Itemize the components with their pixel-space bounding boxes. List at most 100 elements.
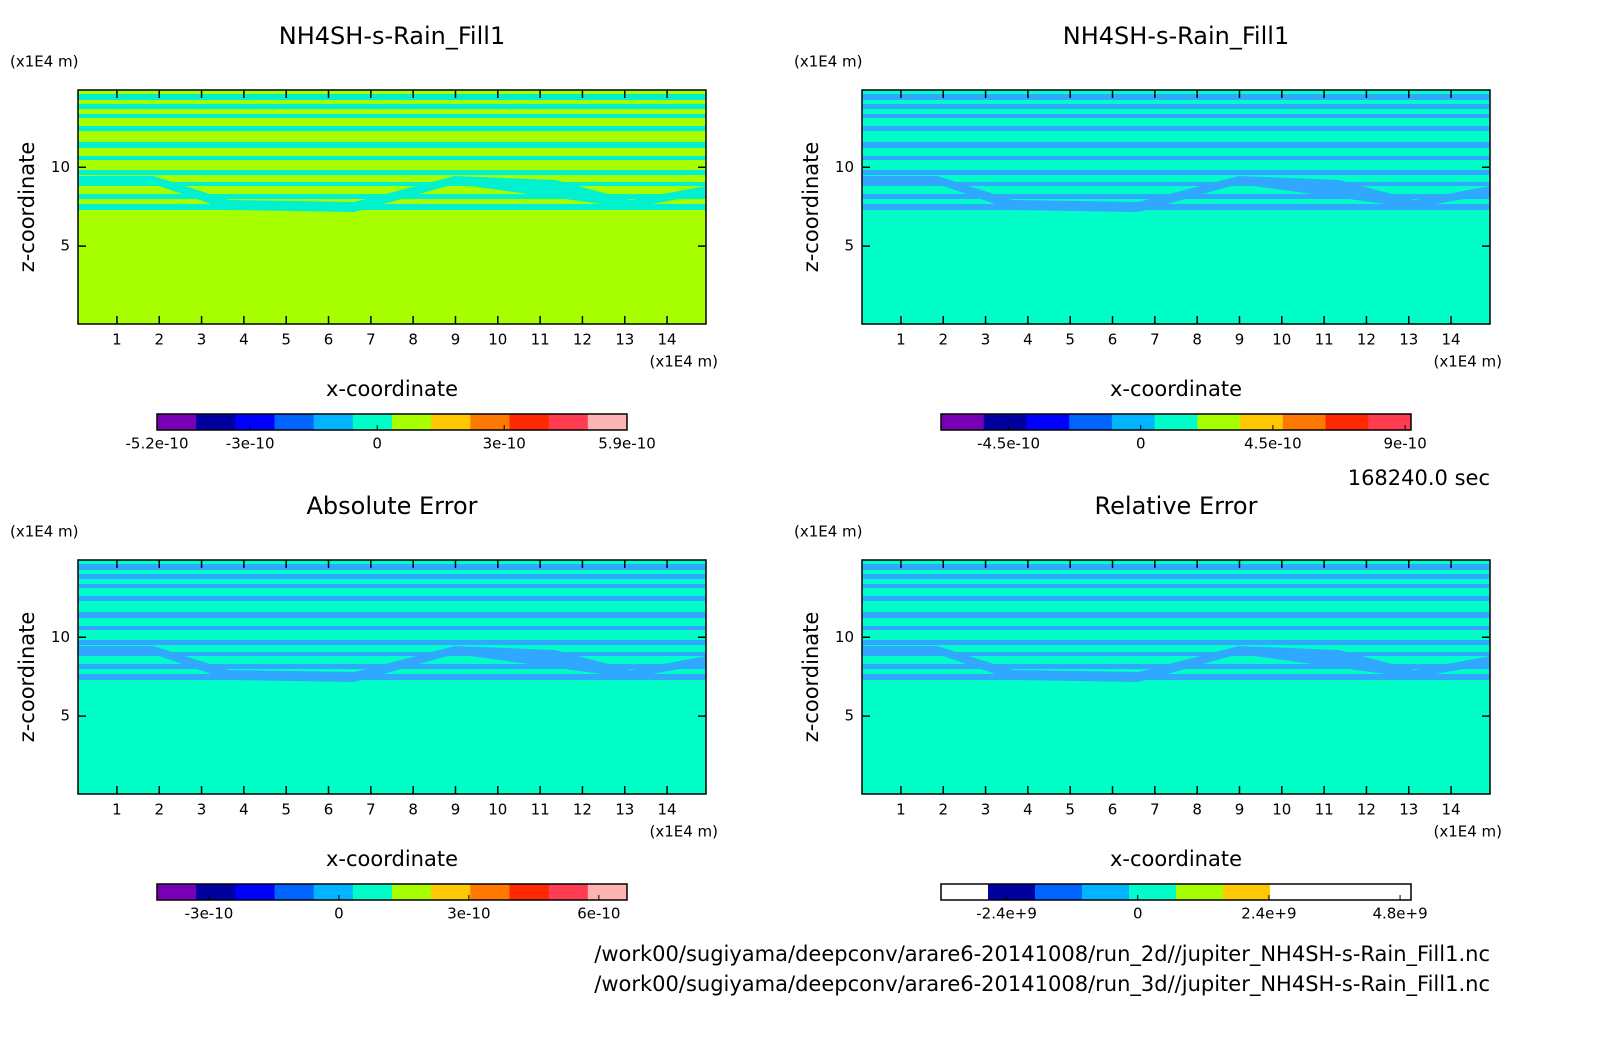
y-axis-label: z-coordinate xyxy=(799,612,823,743)
x-tick-label: 3 xyxy=(981,801,991,819)
colorbar-segment xyxy=(235,414,275,430)
file-path: /work00/sugiyama/deepconv/arare6-2014100… xyxy=(594,972,1490,997)
x-tick-label: 13 xyxy=(1399,801,1418,819)
contour-band xyxy=(862,584,1490,588)
colorbar-segment xyxy=(196,414,236,430)
panel-title: Relative Error xyxy=(1095,492,1258,520)
colorbar-segment xyxy=(470,414,510,430)
colorbar-segment xyxy=(274,414,315,430)
x-tick-label: 2 xyxy=(154,801,164,819)
panel: Absolute Error(x1E4 m)1 2 3 4 5 6 7 8 9 10 11 12 13 1… xyxy=(10,492,718,923)
colorbar-segment xyxy=(548,414,589,430)
contour-band xyxy=(862,674,1490,680)
colorbar-segment xyxy=(1111,414,1156,430)
contour-band xyxy=(78,574,706,579)
contour-band xyxy=(862,142,1490,148)
x-tick-label: 7 xyxy=(366,331,376,349)
y-unit: (x1E4 m) xyxy=(10,53,79,71)
x-tick-label: 11 xyxy=(1315,331,1334,349)
x-tick-label: 5 xyxy=(281,331,291,349)
colorbar-tick-label: 6e-10 xyxy=(577,905,620,923)
x-tick-label: 12 xyxy=(573,801,592,819)
x-tick-label: 14 xyxy=(658,801,677,819)
colorbar-segment xyxy=(157,884,197,900)
x-tick-label: 11 xyxy=(531,801,550,819)
x-axis-label: x-coordinate xyxy=(1110,377,1242,401)
y-tick-label: 10 xyxy=(51,158,70,176)
colorbar-segment xyxy=(1317,884,1365,900)
x-tick-label: 3 xyxy=(197,331,207,349)
panel-title: NH4SH-s-Rain_Fill1 xyxy=(279,22,505,50)
contour-band xyxy=(78,596,706,601)
contour-band xyxy=(862,114,1490,118)
colorbar-tick-label: -4.5e-10 xyxy=(977,435,1040,453)
x-unit: (x1E4 m) xyxy=(1433,823,1502,841)
x-tick-label: 4 xyxy=(239,331,249,349)
panel: Relative Error(x1E4 m)1 2 3 4 5 6 7 8 9 10 11 12 13 1… xyxy=(794,492,1502,923)
x-axis-label: x-coordinate xyxy=(326,377,458,401)
x-tick-label: 3 xyxy=(197,801,207,819)
x-tick-label: 9 xyxy=(1235,331,1245,349)
y-tick-label: 10 xyxy=(835,158,854,176)
contour-band xyxy=(78,612,706,618)
colorbar-frame xyxy=(156,413,628,431)
x-tick-label: 3 xyxy=(981,331,991,349)
x-unit: (x1E4 m) xyxy=(649,823,718,841)
x-tick-label: 7 xyxy=(1150,331,1160,349)
contour-band xyxy=(78,674,706,680)
colorbar-segment xyxy=(1364,884,1412,900)
colorbar-tick-label: -3e-10 xyxy=(185,905,234,923)
x-tick-label: 13 xyxy=(1399,331,1418,349)
x-tick-label: 4 xyxy=(1023,331,1033,349)
colorbar-segment xyxy=(313,884,354,900)
colorbar-tick-label: 3e-10 xyxy=(483,435,526,453)
x-tick-label: 10 xyxy=(1272,801,1291,819)
x-tick-label: 14 xyxy=(1442,331,1461,349)
colorbar-tick-label: 4.5e-10 xyxy=(1244,435,1302,453)
colorbar-segment xyxy=(196,884,236,900)
colorbar-frame xyxy=(156,883,628,901)
colorbar-tick-label: 3e-10 xyxy=(447,905,490,923)
colorbar-segment xyxy=(1035,884,1083,900)
colorbar-segment xyxy=(587,414,628,430)
colorbar-segment xyxy=(983,414,1027,430)
x-tick-label: 5 xyxy=(1065,331,1075,349)
y-tick-label: 5 xyxy=(60,707,70,725)
contour-band xyxy=(78,94,706,100)
contour-band xyxy=(78,126,706,131)
y-axis-label: z-coordinate xyxy=(15,142,39,273)
x-tick-label: 6 xyxy=(1108,331,1118,349)
contour-band xyxy=(862,170,1490,175)
colorbar-segment xyxy=(1154,414,1198,430)
colorbar-tick-label: 9e-10 xyxy=(1383,435,1426,453)
colorbar-frame xyxy=(940,883,1412,901)
contour-band xyxy=(862,640,1490,645)
contour-band xyxy=(862,646,1490,682)
colorbar-segment xyxy=(988,884,1036,900)
y-axis-label: z-coordinate xyxy=(15,612,39,743)
x-tick-label: 6 xyxy=(324,331,334,349)
x-tick-label: 1 xyxy=(896,801,906,819)
colorbar-segment xyxy=(392,414,432,430)
contour-band xyxy=(862,652,1490,656)
colorbar-segment xyxy=(1240,414,1284,430)
contour-band xyxy=(862,104,1490,109)
x-tick-label: 13 xyxy=(615,331,634,349)
contour-band xyxy=(862,574,1490,579)
y-tick-label: 5 xyxy=(60,237,70,255)
colorbar-segment xyxy=(431,884,471,900)
colorbar-segment xyxy=(941,884,989,900)
contour-band xyxy=(78,142,706,148)
x-tick-label: 2 xyxy=(154,331,164,349)
x-tick-label: 9 xyxy=(451,331,461,349)
contour-band xyxy=(78,156,706,160)
colorbar-frame xyxy=(940,413,1412,431)
colorbar-segment xyxy=(1368,414,1412,430)
colorbar-tick-label: -5.2e-10 xyxy=(126,435,189,453)
colorbar-tick-label: 5.9e-10 xyxy=(598,435,656,453)
x-tick-label: 5 xyxy=(1065,801,1075,819)
x-tick-label: 9 xyxy=(451,801,461,819)
x-tick-label: 4 xyxy=(1023,801,1033,819)
colorbar-tick-label: -2.4e+9 xyxy=(976,905,1037,923)
x-tick-label: 5 xyxy=(281,801,291,819)
